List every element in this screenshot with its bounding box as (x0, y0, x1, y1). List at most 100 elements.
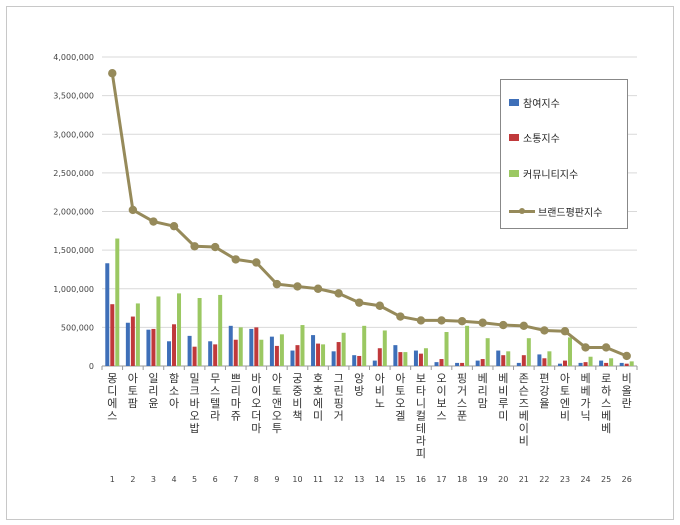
bar (609, 358, 614, 366)
legend-marker-reputation (519, 207, 525, 214)
bar (629, 361, 634, 366)
bar (167, 341, 172, 366)
rank-label: 9 (274, 475, 279, 484)
bar (130, 316, 135, 366)
bar (341, 332, 346, 366)
line-point (293, 282, 302, 291)
bar (295, 345, 300, 366)
rank-label: 17 (436, 475, 446, 484)
rank-label: 5 (192, 475, 197, 484)
line-point (108, 69, 117, 78)
line-point (313, 284, 323, 293)
bar (249, 328, 254, 366)
line-point (355, 298, 364, 307)
legend-swatch-participation (509, 98, 519, 106)
line-point (601, 343, 611, 352)
bar (125, 322, 130, 366)
bar (259, 339, 264, 366)
rank-label: 7 (233, 475, 238, 484)
legend-item-communication: 소통지수 (509, 130, 560, 145)
bar (537, 354, 542, 366)
bar (352, 355, 357, 366)
bar (311, 335, 316, 366)
line-point (334, 289, 343, 298)
rank-label: 11 (313, 475, 323, 484)
y-tick-label: 3,500,000 (53, 92, 94, 101)
bar (403, 352, 408, 366)
legend-label-community: 커뮤니티지수 (523, 169, 579, 181)
line-point (272, 279, 282, 289)
bar (372, 360, 377, 366)
rank-label: 22 (539, 475, 549, 484)
line-point (478, 318, 487, 327)
bar (578, 362, 583, 366)
bar (542, 358, 547, 366)
bar (557, 363, 562, 366)
bar (105, 263, 110, 366)
line-point (231, 255, 240, 264)
line-point (499, 320, 508, 330)
bar (516, 362, 521, 366)
bar (290, 350, 295, 366)
bar (583, 362, 588, 366)
y-tick-label: 3,000,000 (53, 130, 94, 139)
bar (146, 329, 151, 366)
line-point (396, 312, 405, 321)
rank-label: 18 (457, 475, 467, 484)
bar (151, 328, 156, 366)
bar (254, 327, 259, 366)
bar (562, 360, 567, 366)
bar (413, 350, 418, 366)
bar (316, 343, 321, 366)
y-tick-label: 1,000,000 (53, 285, 94, 294)
legend-swatch-community (509, 169, 519, 177)
bar (110, 304, 115, 366)
bar (274, 345, 279, 366)
y-tick-label: 0 (89, 362, 94, 371)
y-tick-label: 2,000,000 (53, 208, 94, 217)
bar (187, 335, 192, 366)
bar (501, 355, 506, 366)
bar (208, 341, 213, 366)
bar (135, 303, 140, 366)
line-point (252, 258, 261, 267)
bar (604, 362, 609, 366)
line-point (416, 316, 426, 325)
line-point (128, 205, 138, 215)
bar (357, 355, 362, 366)
rank-label: 25 (601, 475, 611, 484)
bar (228, 325, 233, 366)
bar (460, 362, 465, 366)
rank-label: 15 (395, 475, 405, 484)
bar (233, 339, 238, 366)
legend-label-communication: 소통지수 (523, 133, 560, 145)
line-point (149, 217, 158, 226)
rank-label: 14 (375, 475, 385, 484)
rank-label: 8 (254, 475, 259, 484)
rank-label: 2 (130, 475, 135, 484)
bar (156, 296, 161, 366)
bar (398, 352, 403, 366)
bar (213, 344, 218, 366)
line-point (457, 316, 467, 326)
legend-label-reputation: 브랜드평판지수 (538, 207, 603, 219)
